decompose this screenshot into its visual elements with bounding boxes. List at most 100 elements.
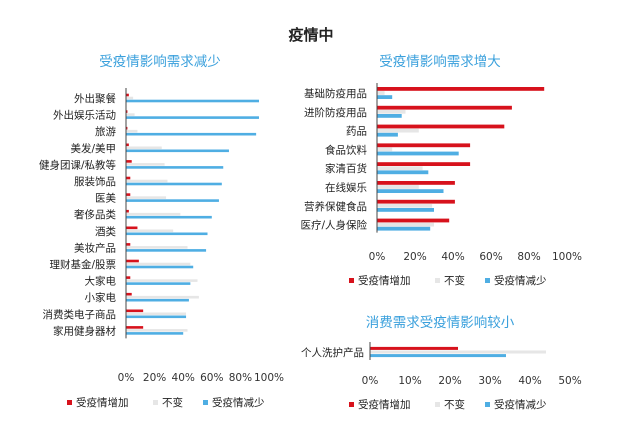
bar (126, 259, 139, 263)
bar (126, 309, 144, 313)
bar (377, 208, 434, 212)
legend-swatch (67, 400, 72, 405)
bar (126, 329, 188, 332)
bar (126, 295, 199, 299)
tick-label: 60% (200, 372, 223, 384)
bar (370, 346, 458, 350)
bar (126, 179, 168, 183)
tick-label: 30% (478, 375, 501, 387)
category-label: 旅游 (95, 125, 116, 138)
legend-swatch (435, 402, 440, 407)
tick-label: 0% (118, 372, 135, 384)
tick-label: 10% (398, 375, 421, 387)
bar (377, 170, 429, 175)
category-label: 奢侈品类 (74, 208, 116, 221)
category-label: 药品 (346, 126, 367, 138)
tick-label: 40% (441, 251, 464, 263)
bar (377, 132, 398, 137)
tick-label: 80% (517, 251, 540, 263)
category-label: 食品饮料 (325, 143, 367, 156)
bar (377, 222, 434, 227)
legend-label: 受疫情增加 (358, 398, 411, 411)
chart-title: 受疫情影响需求增大 (379, 54, 501, 70)
bar (126, 99, 259, 103)
chart-2: 受疫情影响需求增大基础防疫用品进阶防疫用品药品食品饮料家清百货在线娱乐营养保健食… (300, 54, 582, 287)
category-label: 外出聚餐 (74, 92, 116, 105)
bar (126, 298, 189, 302)
tick-label: 100% (552, 251, 582, 263)
legend: 受疫情增加 不变 受疫情减少 (349, 398, 547, 411)
bar (126, 246, 188, 249)
category-label: 小家电 (85, 291, 117, 304)
bar (377, 87, 545, 91)
bar (377, 162, 471, 166)
tick-label: 20% (438, 375, 461, 387)
legend-swatch (485, 278, 490, 283)
category-label: 家用健身器材 (53, 324, 116, 337)
bar (377, 189, 444, 193)
tick-label: 0% (362, 375, 379, 387)
tick-label: 0% (369, 251, 386, 263)
legend: 受疫情增加 不变 受疫情减少 (67, 396, 265, 409)
bar (377, 166, 423, 171)
chart-title: 受疫情影响需求减少 (99, 54, 221, 70)
bar (126, 113, 135, 116)
legend: 受疫情增加 不变 受疫情减少 (349, 274, 547, 287)
bar (126, 116, 259, 119)
bar (126, 265, 194, 269)
bar (126, 315, 187, 319)
bar (126, 126, 128, 130)
bar (126, 166, 224, 169)
bar (377, 143, 471, 148)
bar (126, 96, 134, 100)
bar (126, 312, 187, 316)
bar (126, 326, 144, 329)
bar (377, 199, 455, 204)
bar (126, 129, 138, 133)
bar (126, 276, 131, 279)
legend-swatch (435, 278, 440, 283)
legend-label: 受疫情减少 (494, 398, 547, 411)
chart-1: 受疫情影响需求减少外出聚餐外出娱乐活动旅游美发/美甲健身团课/私教等服装饰品医美… (39, 54, 284, 409)
bar (377, 128, 419, 133)
legend-label: 受疫情减少 (212, 396, 265, 409)
bar (126, 176, 131, 180)
bar (126, 193, 131, 196)
bar (377, 105, 512, 110)
tick-label: 60% (479, 251, 502, 263)
category-label: 基础防疫用品 (304, 87, 367, 100)
bar (370, 350, 546, 354)
bar (377, 185, 419, 189)
bar (126, 160, 132, 163)
bar (126, 146, 162, 150)
category-label: 美妆产品 (74, 241, 116, 254)
legend-label: 不变 (162, 396, 183, 409)
bar (377, 95, 393, 99)
legend-label: 受疫情减少 (494, 274, 547, 287)
tick-label: 20% (143, 372, 166, 384)
legend-swatch (203, 400, 208, 405)
bar (126, 209, 129, 213)
category-label: 医美 (95, 192, 116, 205)
tick-label: 40% (518, 375, 541, 387)
tick-label: 40% (172, 372, 195, 384)
category-label: 家清百货 (325, 162, 367, 175)
legend-label: 不变 (444, 398, 465, 411)
bar (126, 163, 165, 166)
bar (126, 143, 129, 147)
tick-label: 100% (254, 372, 284, 384)
bar (126, 332, 184, 335)
legend-swatch (485, 402, 490, 407)
bar (126, 199, 219, 202)
tick-label: 80% (229, 372, 252, 384)
category-label: 进阶防疫用品 (304, 106, 367, 119)
chart-title: 消费需求受疫情影响较小 (366, 315, 515, 331)
bar (126, 215, 212, 219)
bar (126, 229, 174, 233)
category-label: 服装饰品 (74, 175, 116, 188)
category-label: 酒类 (95, 225, 116, 238)
bar (377, 181, 455, 185)
bar (377, 124, 505, 129)
